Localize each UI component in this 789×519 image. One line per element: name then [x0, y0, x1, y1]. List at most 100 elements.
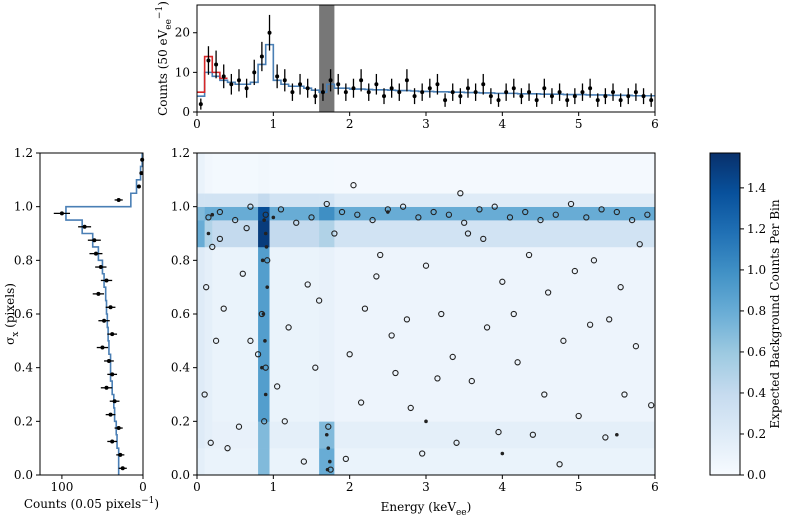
data-point — [98, 318, 110, 323]
x-tick-label: 5 — [575, 480, 583, 494]
scatter-point — [415, 214, 422, 221]
scatter-point — [613, 208, 620, 216]
scatter-point — [403, 316, 411, 323]
scatter-point — [220, 305, 227, 312]
y-tick-label: 1.0 — [171, 200, 190, 214]
scatter-point — [328, 459, 332, 464]
x-tick-label: 0 — [193, 117, 201, 131]
scatter-point — [525, 251, 533, 259]
marker — [244, 86, 249, 91]
data-point — [95, 265, 107, 270]
colorbar-tick-label: 0.8 — [747, 304, 766, 318]
data-point — [649, 93, 654, 107]
marker — [59, 211, 64, 216]
data-point — [221, 64, 226, 89]
scatter-point — [552, 211, 559, 218]
x-tick-label: 1 — [270, 480, 278, 494]
marker — [104, 385, 109, 390]
data-point — [603, 88, 608, 105]
step-line — [65, 153, 143, 475]
y-tick-label: 10 — [175, 65, 190, 79]
scatter-point — [615, 432, 619, 437]
marker — [427, 86, 432, 91]
data-point — [105, 305, 116, 310]
scatter-point — [277, 206, 285, 213]
heatmap-cell — [204, 421, 213, 449]
data-point — [588, 78, 593, 98]
scatter-point — [361, 305, 369, 312]
marker — [565, 98, 570, 103]
data-point — [488, 88, 493, 105]
scatter-point — [500, 451, 505, 456]
marker — [542, 86, 547, 91]
data-point — [92, 291, 105, 296]
marker — [259, 54, 264, 59]
data-point — [275, 64, 280, 89]
scatter-point — [206, 231, 211, 236]
marker — [102, 318, 107, 323]
marker — [110, 439, 115, 444]
data-point — [206, 46, 211, 75]
y-tick-label: 0.6 — [14, 307, 33, 321]
axes-frame — [39, 152, 144, 476]
scatter-point — [201, 391, 208, 398]
marker — [343, 90, 348, 95]
marker — [120, 466, 125, 471]
heatmap-cell — [269, 421, 320, 449]
heatmap-cell — [334, 206, 656, 221]
scatter-point — [324, 432, 329, 437]
heatmap-cell — [334, 448, 656, 476]
scatter-point — [621, 391, 628, 398]
data-point — [496, 93, 501, 107]
y-tick-label: 0.2 — [14, 414, 33, 428]
marker — [351, 86, 356, 91]
scatter-point — [419, 450, 426, 457]
data-point — [198, 98, 203, 110]
scatter-point — [260, 365, 264, 370]
scatter-point — [254, 351, 262, 358]
data-point — [114, 197, 123, 202]
data-point — [389, 78, 394, 98]
scatter-point — [386, 210, 390, 214]
marker — [290, 90, 295, 95]
marker — [473, 90, 478, 95]
scatter-point — [342, 455, 349, 463]
scatter-point — [514, 359, 521, 366]
marker — [549, 94, 554, 99]
heatmap-cell — [319, 448, 335, 476]
y-axis-label: Counts (50 eVee−1) — [155, 1, 174, 116]
data-point — [139, 171, 144, 176]
scatter-point — [338, 208, 346, 216]
scatter-point — [602, 434, 609, 441]
colorbar — [709, 152, 741, 476]
heatmap-cell — [212, 206, 259, 221]
scatter-point — [537, 216, 544, 224]
data-point — [580, 83, 585, 101]
heatmap-cell — [204, 153, 213, 194]
heatmap-cell — [204, 206, 213, 221]
y-tick-label: 0.4 — [14, 361, 33, 375]
marker — [534, 98, 539, 103]
scatter-point — [265, 285, 270, 289]
scatter-point — [445, 211, 453, 218]
heatmap-cell — [204, 193, 213, 207]
scatter-point — [464, 230, 472, 237]
y-tick-label: 1.2 — [14, 146, 33, 160]
x-tick-label: 0 — [193, 480, 201, 494]
scatter-point — [628, 216, 636, 224]
scatter-point — [541, 391, 548, 398]
scatter-point — [210, 212, 215, 217]
marker — [229, 82, 234, 87]
scatter-point — [232, 216, 239, 224]
heatmap-cell — [319, 246, 335, 422]
data-point — [572, 88, 577, 105]
scatter-point — [354, 211, 361, 218]
marker — [420, 90, 425, 95]
data-point — [420, 83, 425, 101]
marker — [641, 94, 646, 99]
marker — [611, 90, 616, 95]
x-tick-label: 100 — [50, 480, 73, 494]
marker — [458, 94, 463, 99]
heatmap-cell — [319, 220, 335, 248]
